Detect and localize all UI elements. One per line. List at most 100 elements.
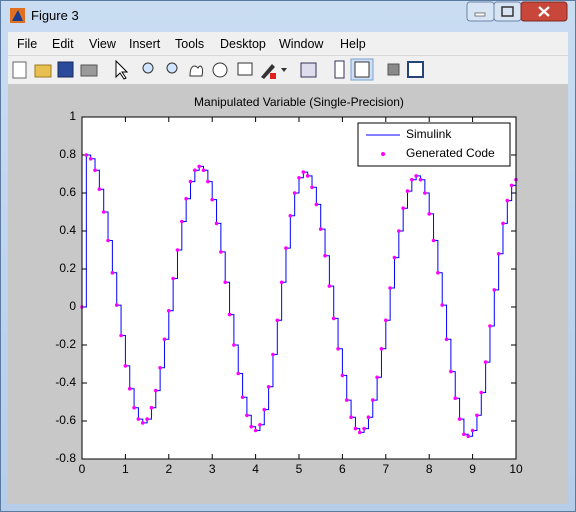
data-point	[292, 191, 297, 195]
brush-dropdown[interactable]	[281, 68, 287, 72]
plot-area	[82, 117, 516, 459]
link-icon[interactable]	[300, 62, 317, 78]
figure-area: Manipulated Variable (Single-Precision) -…	[8, 84, 568, 504]
toolbar-icons	[12, 58, 424, 81]
data-point	[505, 198, 510, 203]
data-point	[349, 415, 353, 420]
data-point	[253, 428, 258, 433]
data-point	[110, 271, 115, 275]
data-point	[449, 369, 453, 374]
data-point	[93, 168, 97, 172]
legend-marker	[381, 152, 385, 156]
data-point	[162, 337, 167, 342]
y-tick-label: 0.6	[59, 185, 76, 199]
menu-item[interactable]: View	[89, 37, 116, 51]
y-tick-label: 0.8	[59, 147, 76, 161]
data-point	[501, 221, 505, 226]
data-point	[475, 413, 479, 418]
data-point	[271, 352, 275, 357]
menu-item[interactable]: File	[17, 37, 38, 51]
menu-item[interactable]: Window	[279, 37, 324, 51]
data-point	[284, 246, 288, 250]
x-tick-label: 5	[296, 462, 303, 476]
x-tick-label: 3	[209, 462, 216, 476]
menu-item[interactable]: Desktop	[220, 37, 266, 51]
show-tools-icon[interactable]	[407, 61, 424, 78]
legend-label: Simulink	[406, 127, 452, 141]
x-tick-label: 4	[252, 462, 259, 476]
data-point	[453, 396, 458, 401]
new-icon[interactable]	[12, 61, 27, 79]
data-point	[119, 333, 123, 338]
data-point	[214, 221, 219, 226]
maximize-button[interactable]	[493, 1, 522, 22]
data-point	[405, 189, 410, 193]
app-icon-shape	[12, 10, 23, 21]
rotate-icon[interactable]	[212, 62, 228, 78]
pointer-icon[interactable]	[115, 59, 129, 80]
data-point	[397, 229, 401, 233]
data-point	[97, 187, 102, 191]
data-point	[418, 177, 423, 182]
y-tick-label: 1	[69, 109, 76, 123]
y-tick-label: 0.4	[59, 223, 76, 237]
x-tick-label: 2	[165, 462, 172, 476]
y-tick-label: -0.8	[55, 451, 76, 465]
data-point	[301, 170, 306, 174]
data-point	[266, 385, 271, 389]
data-point	[340, 373, 345, 378]
data-point	[414, 174, 418, 178]
data-point	[436, 271, 440, 275]
x-tick-label: 0	[79, 462, 86, 476]
data-point	[140, 421, 145, 425]
data-point	[479, 390, 484, 395]
data-point	[331, 316, 336, 321]
menu-item[interactable]: Edit	[52, 37, 74, 51]
data-point	[149, 405, 154, 410]
close-glyph	[538, 6, 550, 17]
data-point	[457, 417, 462, 421]
save-icon[interactable]	[57, 61, 74, 78]
data-point	[427, 212, 432, 216]
menu-item[interactable]: Insert	[129, 37, 161, 51]
data-point	[462, 432, 466, 437]
data-point	[444, 337, 449, 342]
y-tick-label: -0.4	[55, 375, 76, 389]
data-point	[249, 424, 254, 429]
x-tick-label: 8	[426, 462, 433, 476]
data-point	[305, 174, 310, 178]
data-point	[132, 405, 136, 410]
data-point	[188, 179, 193, 184]
data-point	[180, 219, 184, 224]
data-point	[353, 426, 358, 431]
print-icon[interactable]	[80, 64, 98, 77]
hide-tools-icon[interactable]	[387, 63, 400, 76]
data-point	[88, 157, 93, 161]
data-cursor-icon[interactable]	[237, 62, 253, 76]
menu-item[interactable]: Help	[340, 37, 366, 51]
data-point	[344, 398, 349, 402]
x-tick-label: 7	[382, 462, 389, 476]
data-point	[318, 227, 323, 231]
colorbar-icon[interactable]	[334, 60, 345, 79]
data-point	[197, 164, 201, 169]
pan-icon[interactable]	[189, 65, 203, 77]
data-point	[470, 428, 475, 433]
data-point	[379, 347, 384, 351]
minimize-button[interactable]	[466, 1, 495, 22]
data-point	[201, 168, 206, 172]
data-point	[384, 318, 388, 323]
data-point	[314, 202, 319, 207]
open-icon[interactable]	[34, 64, 52, 78]
brush-icon[interactable]	[261, 64, 275, 79]
data-point	[171, 276, 175, 281]
x-tick-label: 10	[509, 462, 523, 476]
x-tick-label: 6	[339, 462, 346, 476]
zoom-out-icon[interactable]	[166, 62, 178, 74]
data-point	[362, 426, 366, 431]
chart-title: Manipulated Variable (Single-Precision)	[194, 95, 404, 109]
title-bar-graphics	[10, 1, 568, 23]
menu-item[interactable]: Tools	[175, 37, 205, 51]
zoom-in-icon[interactable]	[142, 62, 154, 74]
